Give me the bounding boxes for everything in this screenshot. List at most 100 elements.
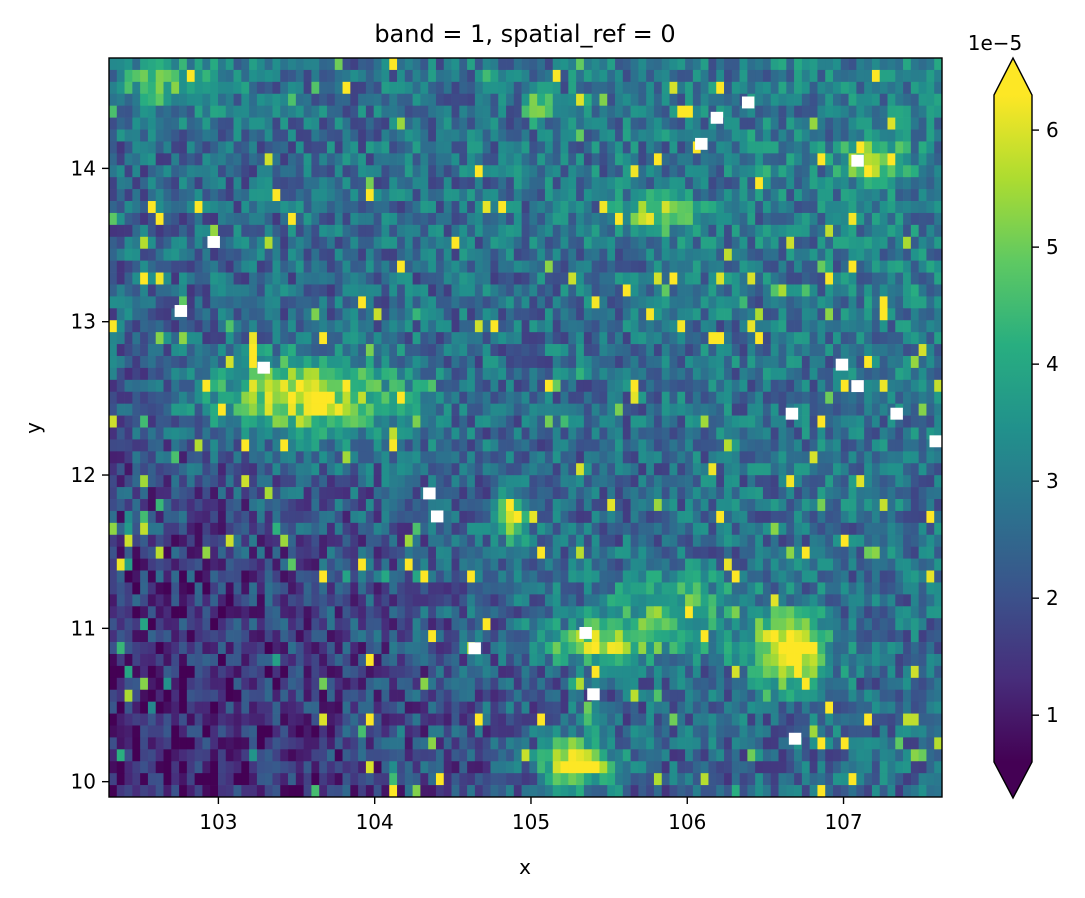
heatmap-cell [217, 606, 227, 619]
heatmap-cell [404, 248, 413, 261]
heatmap-cell [155, 272, 164, 285]
heatmap-cell [801, 570, 811, 583]
heatmap-cell [630, 451, 639, 464]
heatmap-cell [871, 344, 881, 357]
heatmap-cell [147, 153, 157, 166]
heatmap-cell [700, 201, 709, 214]
heatmap-cell [210, 201, 219, 214]
heatmap-cell [311, 391, 320, 405]
heatmap-cell [638, 201, 647, 214]
heatmap-cell [801, 248, 811, 261]
heatmap-cell [786, 212, 795, 226]
heatmap-cell [692, 105, 702, 118]
heatmap-cell [903, 487, 912, 500]
heatmap-cell [716, 93, 725, 107]
heatmap-cell [467, 534, 476, 548]
heatmap-cell [147, 320, 157, 333]
heatmap-cell [256, 177, 266, 190]
heatmap-cell [537, 439, 546, 452]
heatmap-cell [334, 248, 343, 261]
heatmap-cell [459, 594, 468, 607]
heatmap-cell [241, 391, 250, 405]
heatmap-cell [381, 141, 390, 154]
heatmap-cell [910, 546, 919, 559]
heatmap-cell [225, 201, 234, 214]
heatmap-cell [147, 272, 157, 285]
heatmap-cell [638, 308, 647, 321]
heatmap-cell [786, 177, 795, 190]
heatmap-cell [833, 499, 842, 512]
heatmap-cell [109, 189, 118, 202]
heatmap-cell [747, 236, 756, 250]
heatmap-cell [482, 165, 491, 178]
heatmap-cell [521, 141, 530, 154]
heatmap-cell [630, 415, 639, 428]
heatmap-cell [443, 487, 452, 500]
heatmap-cell [217, 153, 227, 166]
heatmap-cell [794, 224, 803, 238]
heatmap-cell [731, 248, 740, 261]
heatmap-cell [116, 165, 125, 178]
heatmap-cell [568, 344, 577, 357]
heatmap-cell [288, 177, 297, 190]
heatmap-cell [887, 153, 896, 166]
heatmap-cell [529, 308, 538, 321]
heatmap-cell [303, 248, 312, 261]
heatmap-cell [910, 344, 919, 357]
heatmap-cell [770, 260, 779, 273]
heatmap-cell [692, 355, 702, 369]
heatmap-cell [700, 391, 709, 405]
heatmap-cell [186, 260, 195, 273]
heatmap-cell [646, 403, 655, 416]
heatmap-cell [529, 594, 538, 607]
heatmap-cell [646, 296, 655, 309]
heatmap-cell [358, 606, 367, 619]
heatmap-cell [934, 105, 943, 118]
heatmap-cell [700, 272, 709, 285]
heatmap-cell [288, 344, 297, 357]
heatmap-cell [630, 367, 639, 381]
heatmap-cell [887, 189, 896, 202]
heatmap-cell [669, 499, 678, 512]
heatmap-cell [474, 439, 484, 452]
heatmap-cell [918, 499, 927, 512]
heatmap-cell [669, 439, 678, 452]
heatmap-cell [295, 403, 304, 416]
heatmap-cell [856, 391, 865, 405]
heatmap-cell [848, 391, 857, 405]
heatmap-cell [700, 177, 709, 190]
heatmap-cell [482, 296, 491, 309]
heatmap-cell [389, 606, 398, 619]
heatmap-cell [739, 594, 748, 607]
heatmap-cell [817, 165, 826, 178]
heatmap-cell [506, 296, 515, 309]
heatmap-cell [179, 487, 188, 500]
heatmap-cell [342, 165, 351, 178]
heatmap-cell [529, 463, 538, 476]
heatmap-cell [288, 558, 297, 571]
heatmap-cell [459, 534, 468, 548]
heatmap-cell [692, 582, 702, 595]
heatmap-cell [615, 332, 624, 345]
heatmap-cell [661, 105, 670, 118]
heatmap-cell [910, 69, 919, 83]
heatmap-cell [778, 224, 787, 238]
heatmap-cell [490, 510, 499, 524]
heatmap-cell [895, 296, 904, 309]
heatmap-cell [770, 475, 779, 488]
heatmap-cell [241, 177, 250, 190]
heatmap-cell [716, 284, 725, 297]
heatmap-cell [809, 212, 818, 226]
heatmap-cell [163, 296, 172, 309]
heatmap-cell [856, 284, 865, 297]
heatmap-cell [537, 129, 546, 142]
heatmap-cell [638, 510, 647, 524]
heatmap-cell [747, 117, 756, 130]
heatmap-cell [521, 153, 530, 166]
heatmap-cell [179, 272, 188, 285]
heatmap-cell [288, 105, 297, 118]
heatmap-cell [661, 117, 670, 130]
heatmap-cell [677, 594, 686, 607]
heatmap-cell [576, 141, 585, 154]
heatmap-cell [397, 439, 406, 452]
